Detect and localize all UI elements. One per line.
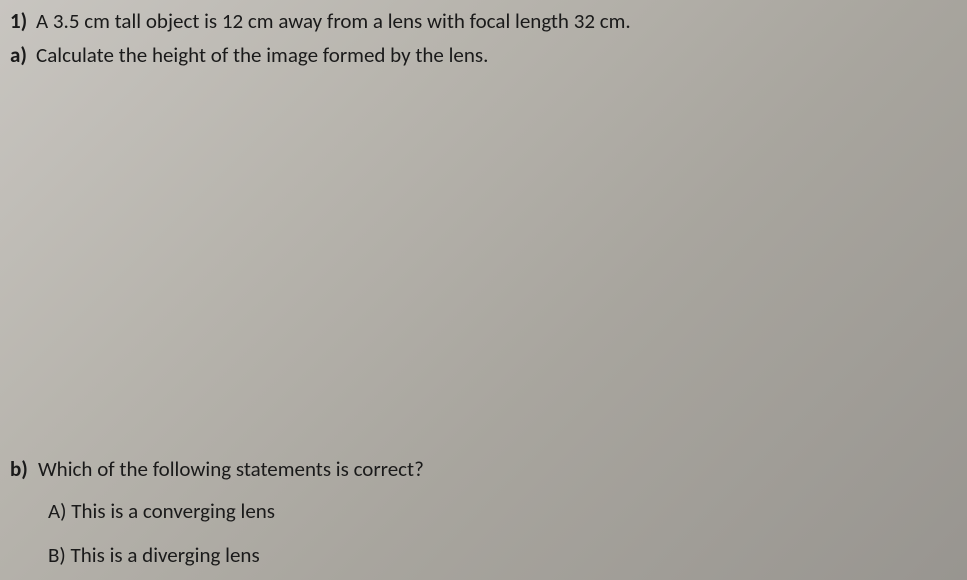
question-text: A 3.5 cm tall object is 12 cm away from …	[36, 8, 631, 34]
part-a-text: Calculate the height of the image formed…	[36, 42, 488, 68]
part-b-text: Which of the following statements is cor…	[38, 456, 424, 482]
option-b: B) This is a diverging lens	[48, 542, 260, 568]
part-a-label: a)	[10, 42, 27, 68]
worksheet-page: 1) A 3.5 cm tall object is 12 cm away fr…	[0, 0, 967, 580]
option-a: A) This is a converging lens	[48, 498, 275, 524]
question-number: 1)	[10, 8, 27, 34]
part-b-label: b)	[10, 456, 28, 482]
